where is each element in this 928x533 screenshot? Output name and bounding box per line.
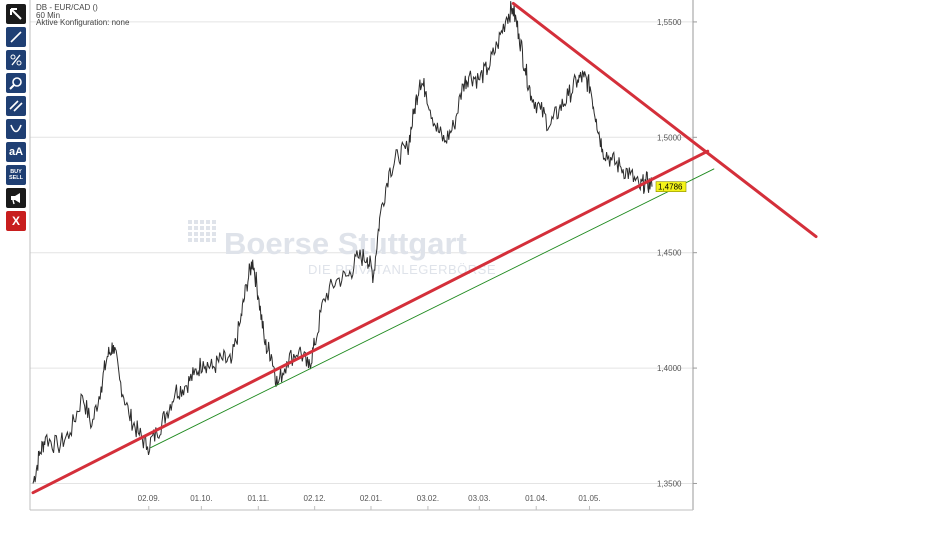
channel-tool-button[interactable] [6,96,26,116]
watermark-logo-dot [188,238,192,242]
gridlines [30,21,693,484]
chart-header: DB - EUR/CAD () 60 Min Aktive Konfigurat… [36,3,130,27]
line-tool-button[interactable] [6,27,26,47]
pointer-tool-button[interactable] [6,4,26,24]
zoom-tool-button[interactable] [6,73,26,93]
alert-tool-button[interactable] [6,188,26,208]
curve-icon [10,124,22,133]
resistance-trendline[interactable] [511,1,818,239]
x-tick-label: 01.05. [578,494,600,503]
watermark-logo-dot [200,238,204,242]
watermark-logo-dot [200,232,204,236]
watermark: Boerse Stuttgart DIE PRIVATANLEGERBÖRSE [188,220,496,277]
y-tick-label: 1,5000 [657,133,682,142]
y-tick-label: 1,3500 [657,479,682,488]
watermark-logo-dot [212,220,216,224]
percent-icon [10,54,22,66]
watermark-logo-dot [206,226,210,230]
delete-drawings-button[interactable]: X [6,211,26,231]
watermark-logo-dot [212,238,216,242]
watermark-subtitle: DIE PRIVATANLEGERBÖRSE [308,262,496,277]
watermark-logo-dot [206,220,210,224]
cursor-icon [10,8,22,20]
y-tick-label: 1,5500 [657,18,682,27]
watermark-logo-dot [212,232,216,236]
trendlines [31,1,818,495]
text-tool-label: aA [8,146,24,158]
watermark-logo-dot [206,232,210,236]
x-tick-label: 02.12. [304,494,326,503]
y-tick-label: 1,4500 [657,249,682,258]
support-trendline[interactable] [31,149,710,495]
channel-line[interactable] [150,168,715,449]
parallel-lines-icon [9,100,23,112]
watermark-logo-dot [194,238,198,242]
watermark-logo-dot [194,220,198,224]
watermark-logo-dot [200,226,204,230]
x-tick-label: 01.11. [247,494,269,503]
watermark-logo-dot [200,220,204,224]
text-tool-button[interactable]: aA [6,142,26,162]
watermark-logo-dot [188,220,192,224]
watermark-logo-dot [206,238,210,242]
last-price-marker: 1,4786 [655,181,687,192]
curve-tool-button[interactable] [6,119,26,139]
watermark-logo-dot [194,226,198,230]
x-axis: 02.09. 01.10. 01.11. 02.12. 02.01. 03.02. 03.0… [30,494,693,511]
x-tick-label: 02.01. [360,494,382,503]
fibonacci-tool-button[interactable] [6,50,26,70]
x-tick-label: 01.04. [525,494,547,503]
x-tick-label: 01.10. [190,494,212,503]
close-label: X [11,214,20,228]
buy-sell-icon: BUY SELL [9,169,23,181]
x-tick-label: 02.09. [138,494,160,503]
interval-label: 60 Min [36,11,60,20]
buy-label: BUY [10,169,22,175]
watermark-logo-icon [188,220,216,242]
magnifier-icon [9,77,22,90]
y-axis: 1,5500 1,5000 1,4500 1,4000 1,3500 [29,0,697,510]
x-tick-label: 03.03. [468,494,490,503]
sell-label: SELL [8,175,24,181]
watermark-logo-dot [212,226,216,230]
config-label: Aktive Konfiguration: none [36,18,130,27]
watermark-logo-dot [188,226,192,230]
instrument-title: DB - EUR/CAD () [36,3,98,12]
last-price-value: 1,4786 [658,183,683,192]
price-series [32,1,653,484]
price-line [32,1,653,484]
y-tick-label: 1,4000 [657,364,682,373]
last-price-box [655,181,687,192]
x-tick-label: 03.02. [417,494,439,503]
drawing-toolbar: aA BUY SELL X [6,4,28,231]
buy-sell-button[interactable]: BUY SELL [6,165,26,185]
watermark-logo-dot [188,232,192,236]
watermark-title: Boerse Stuttgart [224,226,467,261]
megaphone-icon [11,193,20,205]
line-icon [10,31,22,43]
watermark-logo-dot [194,232,198,236]
